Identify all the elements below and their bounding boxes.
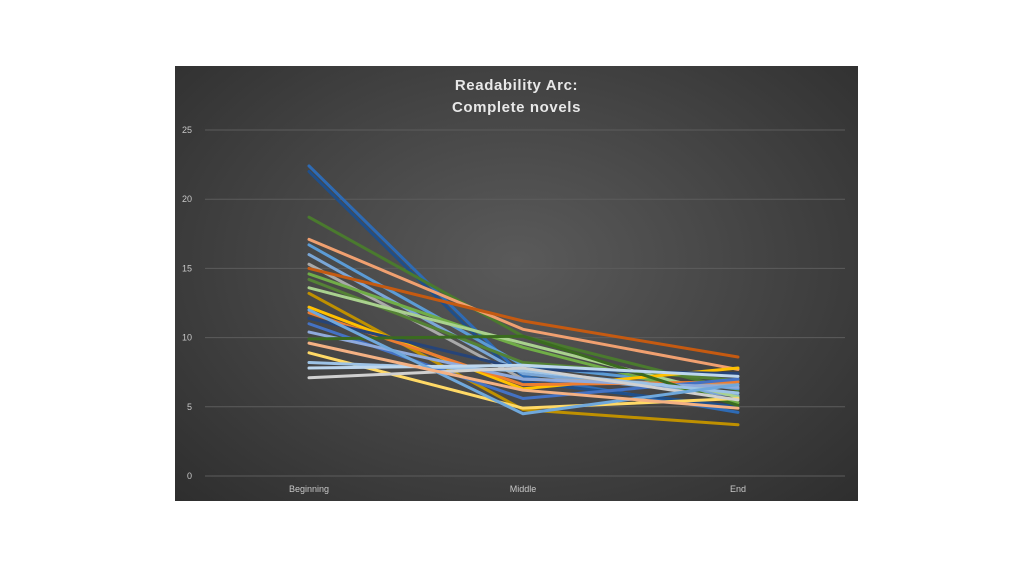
chart-area: Readability Arc: Complete novels 0 5 10 15 2… [175,66,858,501]
chart-title-line-1: Readability Arc: [455,77,578,94]
line-chart: Readability Arc: Complete novels 0 5 10 15 2… [182,77,845,494]
x-tick-label-end: End [730,484,746,494]
series-line-20 [307,361,740,395]
y-tick-label: 25 [182,125,192,135]
y-axis-ticks: 0 5 10 15 20 25 [182,125,192,481]
x-tick-label-middle: Middle [510,484,537,494]
series-line-12 [307,291,740,427]
x-axis-ticks: Beginning Middle End [289,484,746,494]
gridlines [205,129,845,477]
y-tick-label: 15 [182,263,192,273]
series-line-11 [307,286,740,399]
chart-title-line-2: Complete novels [452,99,581,116]
y-tick-label: 0 [187,471,192,481]
series-line-4 [307,237,740,371]
series-line-18 [307,334,740,407]
series-line-22 [307,366,740,402]
series-line-21 [307,363,740,378]
y-tick-label: 5 [187,402,192,412]
series-lines [307,164,740,427]
series-line-8 [307,266,740,359]
y-tick-label: 20 [182,194,192,204]
series-line-24 [307,341,740,410]
x-tick-label-beginning: Beginning [289,484,329,494]
y-tick-label: 10 [182,333,192,343]
series-line-23 [307,308,740,416]
series-line-2 [307,170,740,409]
